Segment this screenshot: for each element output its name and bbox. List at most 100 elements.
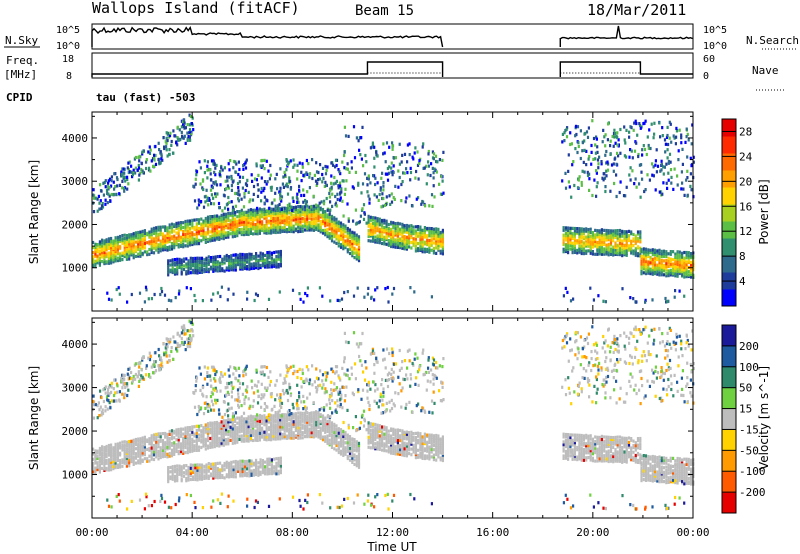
scatter-pixel [692,160,695,164]
echo-pixel [225,235,228,239]
echo-pixel [567,238,570,242]
echo-pixel [229,222,232,226]
echo-pixel [119,446,122,450]
echo-pixel [372,237,375,242]
echo-pixel [204,220,207,225]
scatter-pixel [227,207,230,211]
scatter-pixel [170,143,173,147]
echo-pixel [594,233,597,237]
echo-pixel [658,263,661,267]
echo-pixel [596,229,599,233]
echo-pixel [301,432,304,436]
echo-pixel [173,234,176,238]
echo-pixel [678,255,681,259]
echo-pixel [188,440,192,445]
echo-pixel [261,430,264,435]
echo-pixel [367,438,370,443]
scatter-pixel [681,147,684,151]
echo-pixel [589,244,592,248]
echo-pixel [272,213,275,217]
echo-pixel [232,263,235,267]
echo-pixel [607,231,610,235]
echo-pixel [308,414,311,418]
echo-pixel [191,449,194,453]
echo-pixel [324,211,327,215]
echo-pixel [567,226,570,230]
echo-pixel [171,268,174,272]
freq-tick-low: 8 [66,71,72,82]
scatter-pixel [361,125,364,129]
echo-pixel [175,431,178,435]
echo-pixel [294,212,297,216]
echo-pixel [168,442,171,446]
echo-pixel [376,423,379,427]
echo-pixel [186,438,189,442]
echo-pixel [591,242,594,246]
echo-pixel [594,252,597,256]
echo-pixel [317,209,320,213]
echo-pixel [204,235,207,239]
echo-pixel [353,231,356,235]
echo-pixel [256,421,259,425]
ground-pixel [150,297,153,301]
echo-pixel [310,431,313,435]
echo-pixel [662,263,666,268]
echo-pixel [220,434,223,438]
scatter-pixel [403,171,406,175]
echo-pixel [206,215,210,219]
echo-pixel [222,421,225,425]
echo-pixel [179,235,183,239]
echo-pixel [177,245,180,249]
echo-pixel [690,263,693,267]
scatter-pixel [130,170,133,174]
ground-pixel [352,294,356,298]
echo-pixel [170,441,174,446]
echo-pixel [330,217,334,221]
echo-pixel [665,274,668,278]
echo-pixel [270,258,273,262]
echo-pixel [285,422,288,427]
echo-pixel [410,235,413,240]
echo-pixel [257,266,260,271]
echo-pixel [236,231,239,235]
scatter-pixel [651,173,654,177]
echo-pixel [591,238,594,242]
echo-pixel [211,438,214,442]
echo-pixel [578,237,581,241]
echo-pixel [315,211,318,215]
echo-pixel [639,232,642,236]
echo-pixel [585,249,588,253]
echo-pixel [335,430,338,434]
echo-pixel [582,244,585,248]
scatter-pixel [385,195,388,199]
echo-pixel [669,268,672,272]
scatter-pixel [635,141,638,145]
scatter-pixel [136,168,139,172]
echo-pixel [202,229,205,233]
echo-pixel [252,227,255,231]
echo-pixel [191,427,194,432]
echo-pixel [335,241,338,245]
echo-pixel [292,422,295,426]
echo-pixel [234,417,237,421]
echo-pixel [294,428,297,433]
scatter-pixel [166,154,169,158]
echo-pixel [211,445,214,449]
echo-pixel [243,227,246,231]
scatter-pixel [392,164,395,168]
echo-pixel [168,437,171,441]
scatter-pixel [316,181,319,185]
echo-pixel [110,258,113,262]
echo-pixel [276,208,279,213]
echo-pixel [408,234,411,238]
echo-pixel [258,438,261,442]
scatter-pixel [634,177,637,181]
echo-pixel [423,242,426,246]
echo-pixel [175,239,178,243]
echo-pixel [326,213,329,217]
echo-pixel [134,240,137,244]
echo-pixel [248,260,251,264]
scatter-pixel [186,123,189,127]
echo-pixel [576,248,579,252]
scatter-pixel [147,150,150,154]
